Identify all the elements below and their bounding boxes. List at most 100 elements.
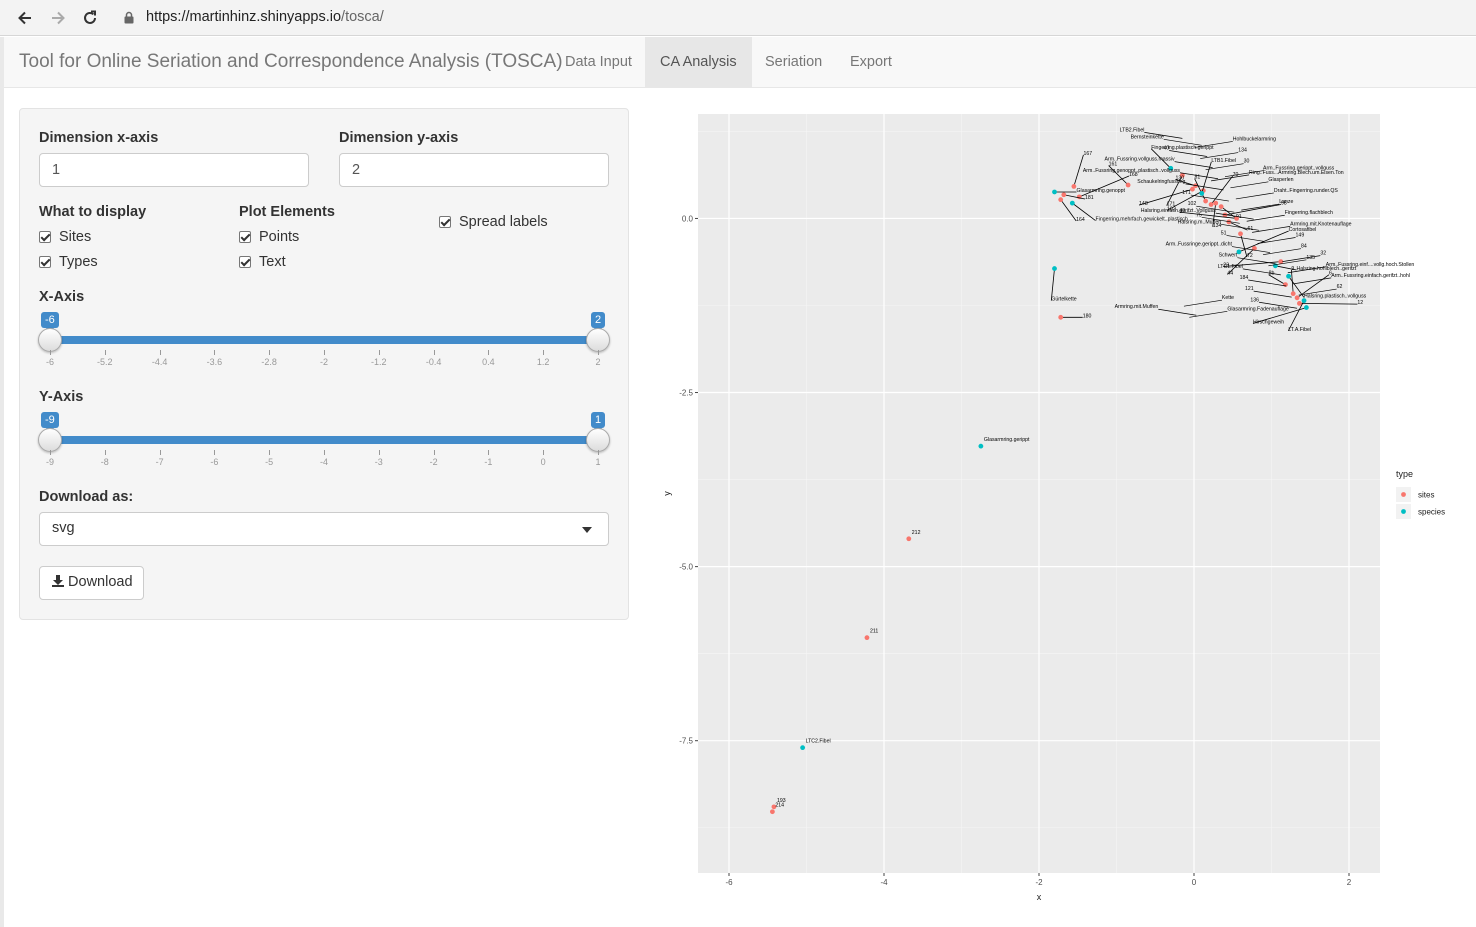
- species-point: [1303, 305, 1309, 310]
- y-tick-label: -2.5: [679, 389, 693, 398]
- annotation-label: Draht..Fingerring.runder.QS: [1274, 188, 1339, 194]
- species-point-label: LTB1.Fibel: [1211, 158, 1236, 164]
- site-point-label: 6: [1329, 271, 1332, 277]
- x-slider-tick-mark: [324, 350, 325, 355]
- annotation-leader: [1287, 266, 1326, 274]
- annotation-label: Glasarmring.Fadenauflage: [1227, 306, 1289, 312]
- legend-marker: [1401, 509, 1406, 514]
- types-checkbox[interactable]: [39, 256, 51, 268]
- annotation-label: 40: [1163, 145, 1169, 151]
- dim-y-input[interactable]: 2: [339, 153, 609, 187]
- text-checkbox[interactable]: [239, 256, 251, 268]
- species-point: [1236, 249, 1242, 255]
- annotation-leader: [1185, 183, 1224, 191]
- annotation-label: Armring.mit.Knotenauflage: [1290, 221, 1352, 227]
- y-slider-tick-label: 0: [540, 457, 546, 467]
- annotation-leader: [1224, 170, 1264, 178]
- spread-labels-checkbox[interactable]: [439, 216, 451, 228]
- app-brand[interactable]: Tool for Online Seriation and Correspond…: [19, 51, 563, 72]
- species-point: [978, 443, 984, 449]
- site-point-label: 171: [1167, 202, 1176, 208]
- site-point: [1297, 301, 1302, 306]
- download-button[interactable]: Download: [39, 566, 144, 600]
- y-slider-tick-mark: [378, 450, 380, 455]
- back-arrow-icon[interactable]: [16, 9, 34, 27]
- y-slider-to-value: 1: [591, 412, 606, 432]
- annotation-label: Schaukelringfussring: [1137, 179, 1185, 185]
- sites-checkbox-label: Sites: [59, 229, 92, 245]
- annotation-leader: [1257, 237, 1296, 244]
- annotation-label: 136: [1250, 297, 1259, 303]
- y-slider-tick-label: -2: [429, 457, 438, 467]
- site-point-label: 193: [777, 798, 786, 804]
- ca-scatter-plot: -6 -4 -2 0 2 0.0 -2.5 -5.0 -7.5 x y 180 212 211 193214…: [662, 114, 1445, 902]
- species-point-label: LTC2.Fibel: [806, 739, 831, 745]
- annotation-label: 121: [1245, 286, 1254, 292]
- sites-checkbox[interactable]: [39, 231, 51, 243]
- address-bar[interactable]: https://martinhinz.shinyapps.io/tosca/: [124, 7, 1464, 29]
- site-point: [1290, 291, 1296, 297]
- site-point-label: 214: [775, 803, 784, 809]
- tab-seriation[interactable]: Seriation: [765, 54, 823, 70]
- species-label-leader: [1150, 148, 1172, 169]
- x-slider-tick-label: -0.4: [425, 357, 442, 367]
- points-checkbox[interactable]: [239, 231, 251, 243]
- site-label-leader: [1073, 154, 1084, 187]
- site-point-label: 148: [1139, 201, 1148, 207]
- annotation-label: 30: [1244, 159, 1250, 165]
- species-point: [1052, 189, 1057, 195]
- plot-elements-label: Plot Elements: [239, 204, 335, 220]
- annotation-leader: [1200, 152, 1239, 159]
- tab-ca-analysis[interactable]: CA Analysis: [645, 37, 752, 87]
- annotation-label: Arm..Fussring.einfach.gerifzt..hohl: [1331, 273, 1410, 279]
- site-point-label: 212: [912, 530, 921, 536]
- forward-arrow-icon[interactable]: [49, 9, 67, 27]
- site-label-leader: [1108, 165, 1129, 186]
- y-slider-tick-label: 1: [595, 457, 601, 467]
- annotation-leader: [1194, 141, 1233, 148]
- species-label-leader: [1072, 202, 1096, 221]
- annotation-label: 171: [1182, 190, 1191, 196]
- species-point: [1168, 165, 1174, 171]
- site-point: [1061, 192, 1067, 198]
- annotation-leader: [1190, 194, 1229, 202]
- x-slider-track[interactable]: [50, 336, 598, 344]
- y-slider-max-handle[interactable]: [586, 428, 610, 452]
- x-slider-min-handle[interactable]: [38, 328, 62, 352]
- x-tick-label: -2: [1035, 878, 1043, 887]
- download-format-select[interactable]: svg: [39, 512, 609, 546]
- site-point-label: 167: [1083, 151, 1092, 157]
- x-slider-max-handle[interactable]: [586, 328, 610, 352]
- annotation-label: Arm..Fussring.genoppt..plastisch..vollgu…: [1083, 168, 1181, 174]
- y-slider-track[interactable]: [50, 436, 598, 444]
- species-point-label: Halsring.plastisch..vollguss: [1304, 293, 1367, 299]
- annotation-label: Schwert: [1219, 253, 1238, 259]
- legend-label: sites: [1418, 491, 1434, 500]
- y-axis-label: y: [662, 491, 672, 496]
- x-tick-label: 2: [1347, 878, 1352, 887]
- download-as-label: Download as:: [39, 489, 134, 505]
- x-slider-ticks: -6 -5.2 -4.4 -3.6 -2.8 -2 -1.2 -0.4 0.4 1.2 2: [46, 350, 601, 370]
- x-slider-tick-label: -3.6: [206, 357, 223, 367]
- annotation-leader: [1144, 132, 1183, 139]
- site-point: [1234, 216, 1240, 221]
- tab-data-input[interactable]: Data Input: [565, 54, 632, 70]
- y-tick-label: -7.5: [679, 737, 693, 746]
- annotation-label: Bernsteinkette: [1131, 134, 1164, 140]
- annotation-label: 84: [1301, 244, 1307, 250]
- site-point: [1283, 282, 1288, 288]
- species-point: [1069, 200, 1075, 206]
- dim-x-input[interactable]: 1: [39, 153, 309, 187]
- x-slider-tick-mark: [269, 350, 271, 355]
- tab-export[interactable]: Export: [850, 54, 892, 70]
- annotation-leader: [1205, 163, 1244, 171]
- y-slider-tick-label: -4: [319, 457, 329, 467]
- annotation-leader: [1174, 161, 1213, 168]
- y-slider-tick-mark: [214, 450, 216, 455]
- reload-icon[interactable]: [81, 9, 99, 27]
- annotation-leader: [1183, 299, 1222, 307]
- y-slider-tick-mark: [433, 450, 435, 455]
- site-point-label: 9: [1291, 266, 1294, 272]
- annotation-label: Hohlbuckelarmring: [1233, 136, 1276, 142]
- y-slider-min-handle[interactable]: [38, 428, 62, 452]
